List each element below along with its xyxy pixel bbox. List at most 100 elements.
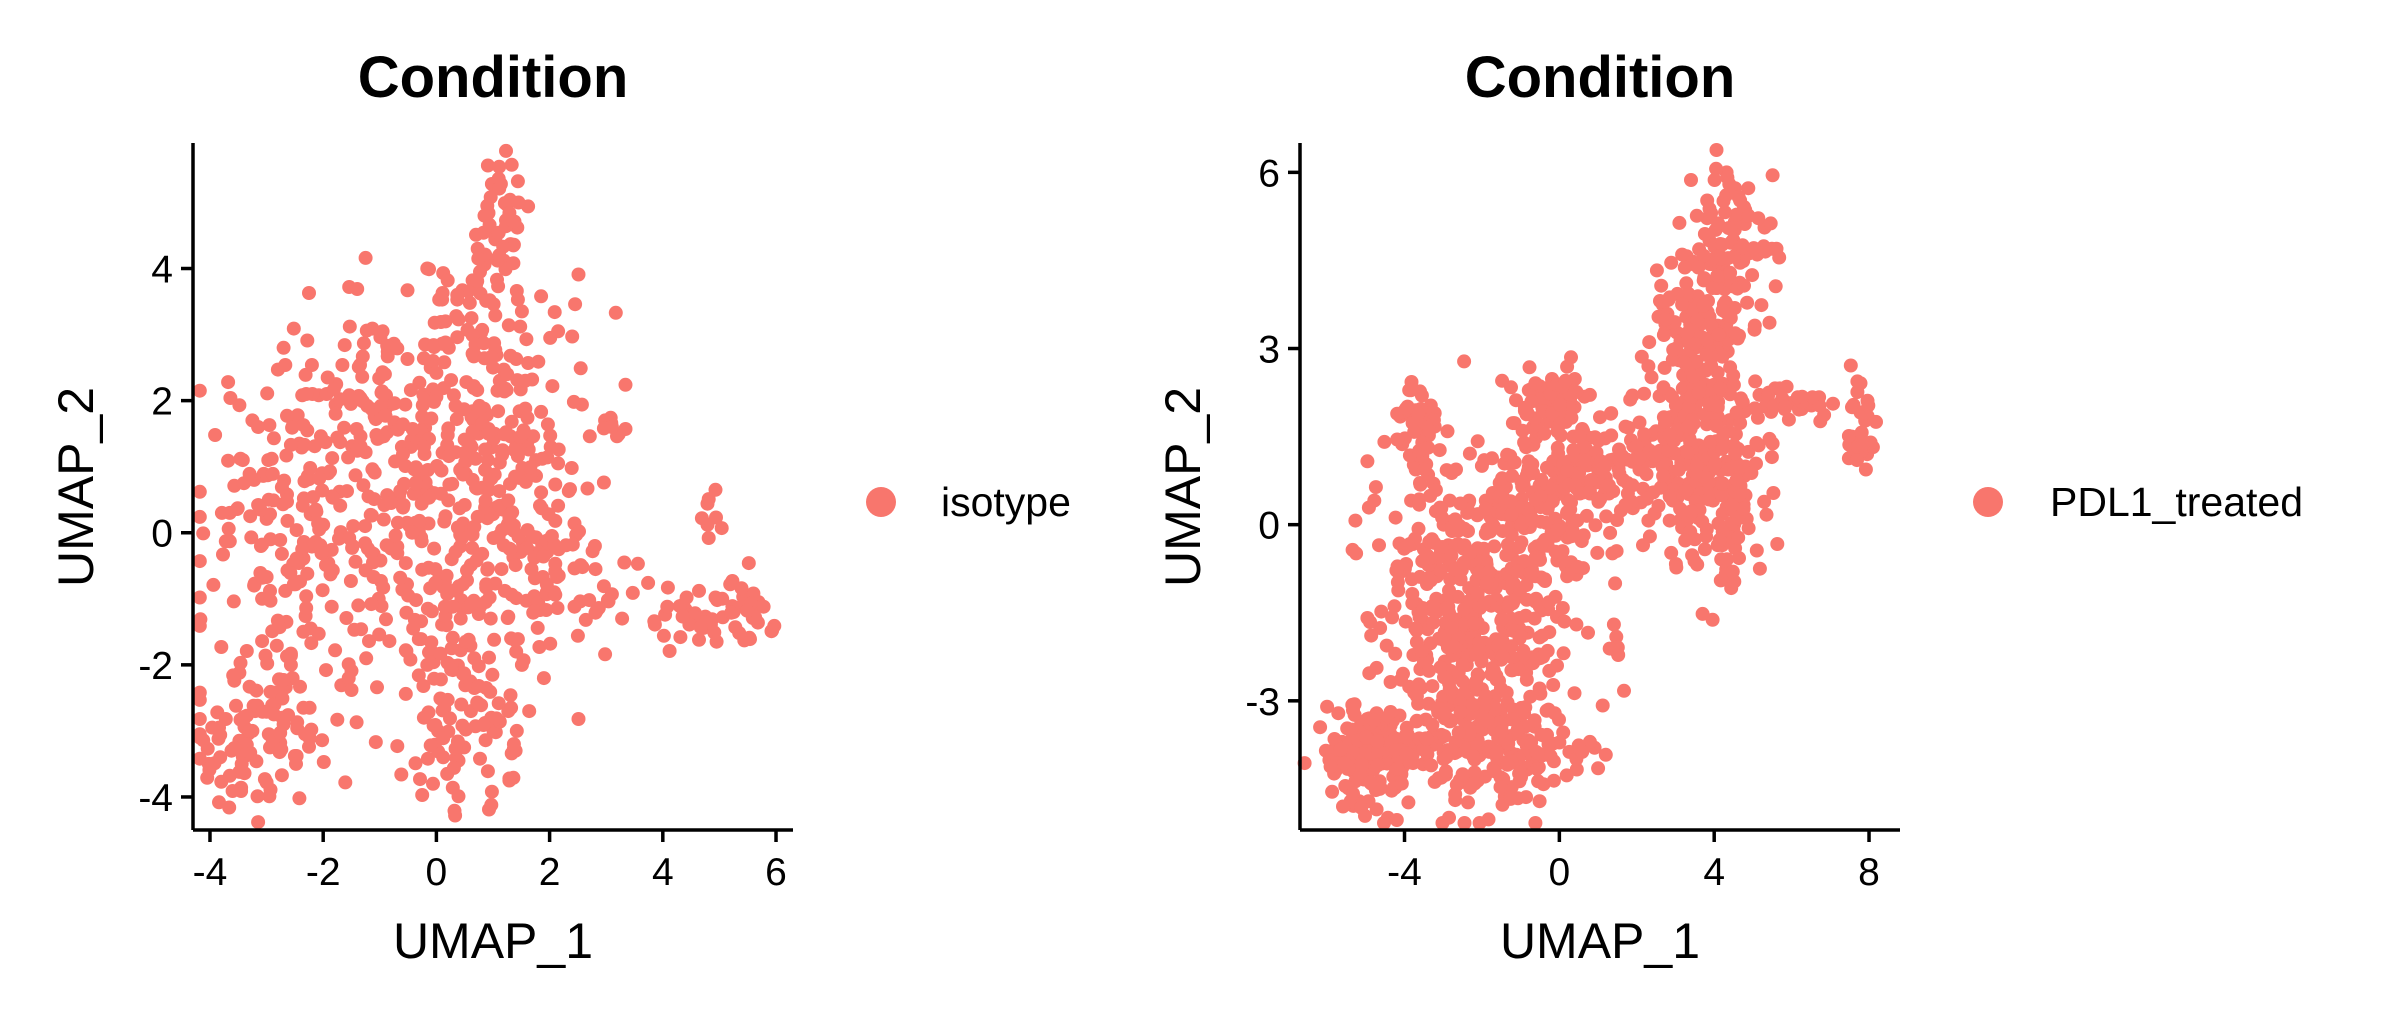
scatter-point <box>1826 396 1840 411</box>
scatter-point <box>223 391 238 405</box>
scatter-point <box>324 599 339 614</box>
scatter-point <box>255 634 270 649</box>
scatter-point <box>740 603 755 618</box>
scatter-point <box>1666 342 1681 357</box>
scatter-point <box>1733 416 1748 431</box>
scatter-point <box>608 305 623 320</box>
scatter-point <box>251 815 266 830</box>
scatter-point <box>1853 376 1868 391</box>
scatter-point <box>1689 459 1704 474</box>
scatter-point <box>448 398 463 413</box>
scatter-point <box>1461 795 1475 810</box>
scatter-point <box>280 408 294 423</box>
scatter-point <box>1611 648 1626 662</box>
scatter-point <box>1569 617 1584 632</box>
scatter-point <box>1745 268 1760 283</box>
scatter-point <box>445 476 460 491</box>
scatter-point <box>534 289 549 304</box>
scatter-point <box>1517 554 1532 569</box>
scatter-point <box>1425 679 1440 694</box>
scatter-point <box>1487 539 1502 554</box>
scatter-point <box>359 323 374 338</box>
scatter-point <box>1455 658 1470 672</box>
scatter-point <box>274 480 289 495</box>
scatter-point <box>296 624 311 639</box>
scatter-point <box>1462 727 1477 742</box>
scatter-point <box>1495 649 1510 664</box>
scatter-point <box>1599 509 1614 524</box>
scatter-point <box>1598 459 1612 474</box>
scatter-point <box>421 560 436 575</box>
y-tick-label: -3 <box>1245 681 1280 724</box>
scatter-point <box>366 555 380 570</box>
scatter-point <box>467 651 482 666</box>
scatter-point <box>1697 271 1712 286</box>
scatter-point <box>701 531 716 545</box>
scatter-point <box>1741 444 1756 459</box>
scatter-point <box>466 381 481 396</box>
scatter-point <box>1678 484 1693 499</box>
scatter-point <box>536 671 551 686</box>
scatter-point <box>551 498 566 513</box>
scatter-point <box>1603 525 1618 540</box>
scatter-point <box>508 469 523 484</box>
scatter-point <box>1478 689 1493 704</box>
scatter-point <box>289 756 303 771</box>
scatter-point <box>206 577 221 592</box>
scatter-point <box>1656 468 1671 483</box>
scatter-point <box>436 731 451 746</box>
scatter-point <box>1377 816 1391 830</box>
scatter-point <box>274 742 289 757</box>
scatter-point <box>1493 780 1508 795</box>
scatter-point <box>420 261 435 276</box>
scatter-point <box>1466 697 1481 712</box>
scatter-point <box>1632 415 1647 430</box>
scatter-point <box>765 623 780 638</box>
x-tick-label: -4 <box>1387 851 1422 894</box>
scatter-point <box>470 274 485 289</box>
scatter-point <box>1439 601 1454 615</box>
scatter-point <box>1337 756 1352 771</box>
scatter-point <box>1855 437 1870 452</box>
scatter-point <box>1582 734 1597 749</box>
scatter-point <box>449 412 464 427</box>
scatter-point <box>230 502 245 516</box>
scatter-point <box>1411 406 1426 421</box>
scatter-point <box>1581 625 1595 640</box>
scatter-point <box>1409 689 1424 704</box>
scatter-point <box>1729 405 1744 420</box>
scatter-point <box>262 418 277 433</box>
scatter-point <box>1591 491 1606 506</box>
scatter-point <box>1495 611 1510 626</box>
scatter-point <box>641 575 656 590</box>
scatter-point <box>446 388 461 403</box>
scatter-point <box>1621 420 1636 435</box>
scatter-point <box>1770 537 1785 551</box>
scatter-point <box>484 784 499 799</box>
y-axis-label: UMAP_2 <box>48 387 104 587</box>
scatter-point <box>756 599 771 614</box>
scatter-point <box>487 632 502 647</box>
scatter-point <box>1604 428 1619 443</box>
scatter-point <box>1746 241 1761 256</box>
scatter-point <box>524 562 539 577</box>
scatter-point <box>499 143 513 158</box>
scatter-point <box>1437 706 1452 721</box>
scatter-point <box>539 603 554 617</box>
scatter-point <box>591 601 606 615</box>
scatter-point <box>1550 523 1565 537</box>
scatter-point <box>289 523 304 538</box>
scatter-point <box>1346 703 1360 718</box>
scatter-point <box>1390 559 1405 574</box>
scatter-point <box>1678 533 1693 548</box>
scatter-point <box>496 538 511 553</box>
scatter-point <box>1525 465 1540 480</box>
scatter-point <box>320 370 335 385</box>
scatter-point <box>1524 513 1539 527</box>
scatter-point <box>647 614 662 629</box>
scatter-point <box>566 394 581 409</box>
scatter-point <box>196 733 211 748</box>
scatter-point <box>511 195 526 210</box>
scatter-point <box>1401 795 1416 810</box>
